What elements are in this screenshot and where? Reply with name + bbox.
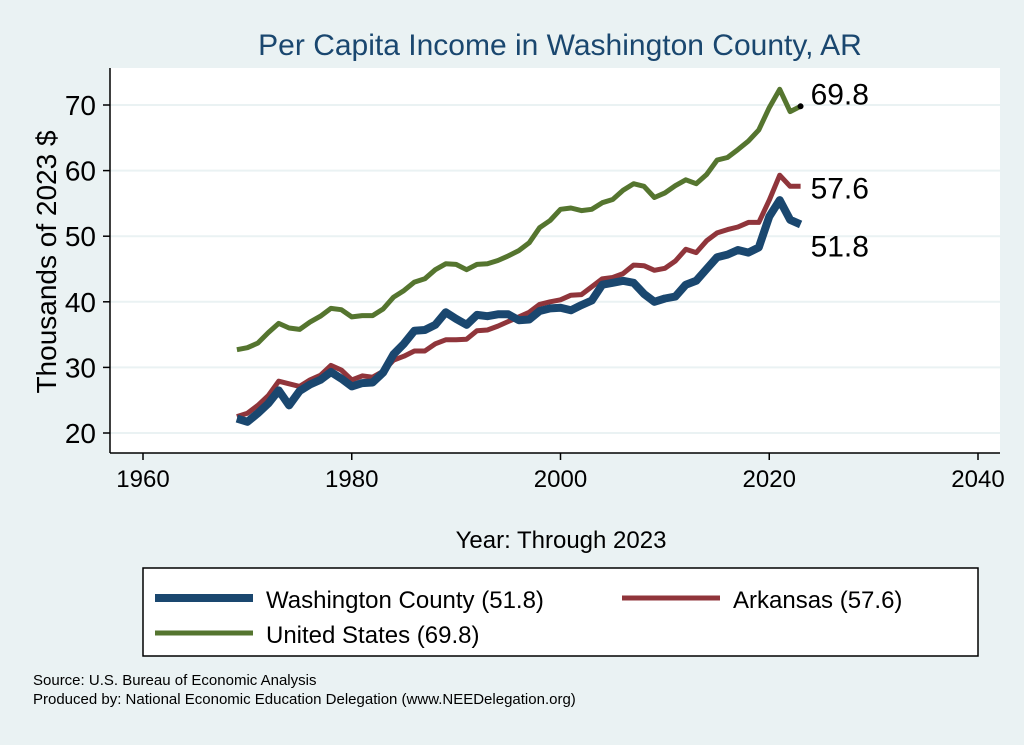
x-tick-label: 2040: [951, 466, 1004, 493]
end-label-0: 51.8: [811, 230, 869, 263]
y-tick-label: 50: [65, 221, 96, 252]
plot-area: [110, 68, 1000, 453]
x-tick-label: 2020: [743, 466, 796, 493]
source-note: Source: U.S. Bureau of Economic Analysis: [33, 672, 317, 689]
x-axis-label: Year: Through 2023: [456, 527, 667, 554]
y-tick-label: 70: [65, 90, 96, 121]
x-tick-label: 1960: [116, 466, 169, 493]
series-line-0: [235, 196, 803, 426]
y-tick-label: 30: [65, 352, 96, 383]
y-tick-label: 60: [65, 156, 96, 187]
producer-note: Produced by: National Economic Education…: [33, 691, 576, 708]
x-tick-label: 1980: [325, 466, 378, 493]
legend-label-0: Washington County (51.8): [266, 587, 544, 614]
end-label-1: 57.6: [811, 172, 869, 205]
x-tick-label: 2000: [534, 466, 587, 493]
legend-label-2: United States (69.8): [266, 622, 479, 649]
chart-title: Per Capita Income in Washington County, …: [258, 29, 862, 62]
series-line-2: [236, 86, 802, 353]
legend-label-1: Arkansas (57.6): [733, 587, 902, 614]
y-tick-label: 20: [65, 418, 96, 449]
end-marker: [797, 103, 804, 110]
legend: [142, 567, 979, 657]
end-label-2: 69.8: [811, 78, 869, 111]
y-axis-label: Thousands of 2023 $: [31, 130, 62, 394]
y-tick-label: 40: [65, 287, 96, 318]
